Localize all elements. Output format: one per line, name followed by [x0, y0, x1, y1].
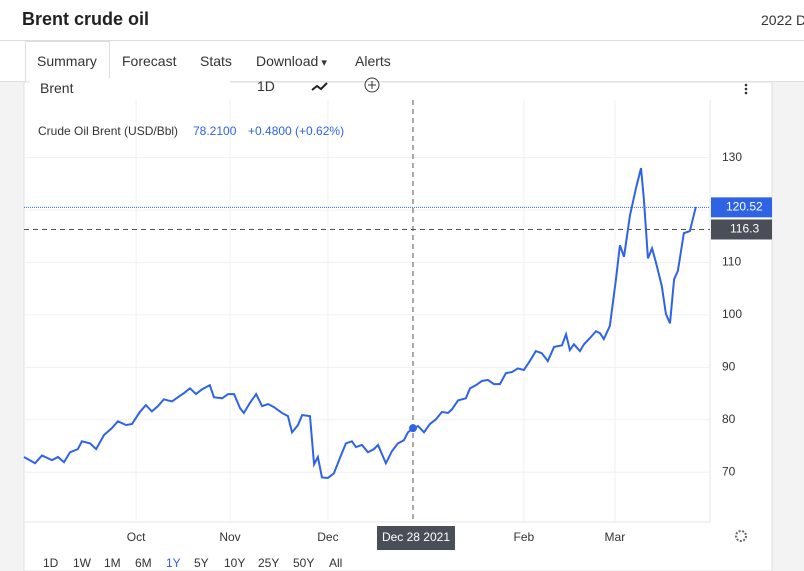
menu-dot — [744, 91, 748, 95]
x-tick-label: Feb — [514, 530, 535, 544]
date-text: 2022 D — [761, 12, 804, 28]
range-button[interactable]: 1Y — [166, 556, 181, 570]
y-tick-label: 110 — [722, 255, 741, 269]
legend-price: 78.2100 — [193, 124, 237, 138]
symbol-input[interactable] — [30, 78, 230, 98]
menu-dot[interactable] — [744, 83, 748, 87]
range-button[interactable]: 50Y — [293, 556, 315, 570]
range-button[interactable]: 1D — [43, 556, 59, 570]
legend-name: Crude Oil Brent (USD/Bbl) — [38, 124, 178, 138]
chart-type-icon[interactable] — [311, 82, 328, 91]
y-tick-label: 130 — [722, 150, 742, 164]
y-tick-label: 70 — [722, 464, 736, 478]
y-tick-label: 90 — [722, 360, 736, 374]
x-tick-label: Mar — [605, 530, 626, 544]
x-tick-label: Dec — [317, 530, 338, 544]
tab[interactable]: Summary — [37, 53, 97, 69]
top-bar: Brent crude oil 2022 D — [0, 0, 804, 41]
last-price-label: 120.52 — [726, 200, 763, 214]
range-button[interactable]: 10Y — [224, 556, 246, 570]
active-tab-box — [25, 41, 110, 83]
menu-dot — [744, 87, 748, 91]
x-tick-label: Nov — [219, 530, 240, 544]
tab[interactable]: Forecast — [122, 53, 177, 69]
page-title: Brent crude oil — [22, 9, 150, 29]
add-indicator-plus — [368, 81, 376, 89]
y-tick-label: 80 — [722, 412, 736, 426]
last-price-box — [711, 197, 772, 218]
range-button[interactable]: All — [329, 556, 343, 570]
crosshair-x-label: Dec 28 2021 — [382, 530, 450, 544]
chart-panel — [23, 81, 773, 571]
tab[interactable]: Alerts — [355, 53, 391, 69]
crosshair-y-label: 116.3 — [730, 222, 759, 236]
range-button[interactable]: 6M — [135, 556, 152, 570]
crosshair-x-box — [376, 526, 455, 550]
x-tick-label: Oct — [127, 530, 146, 544]
crosshair-y-box — [711, 219, 772, 240]
range-button[interactable]: 5Y — [194, 556, 209, 570]
symbol-text: Brent — [40, 80, 74, 96]
range-button[interactable]: 1W — [73, 556, 91, 570]
range-button[interactable]: 1M — [104, 556, 121, 570]
price-line — [23, 167, 697, 479]
dropdown-caret: ▾ — [318, 57, 327, 69]
crosshair-dot — [408, 424, 417, 433]
interval-text[interactable]: 1D — [257, 78, 275, 94]
tab[interactable]: Download ▾ — [256, 53, 327, 69]
tab[interactable]: Stats — [200, 53, 232, 69]
settings-icon[interactable] — [735, 530, 747, 542]
add-indicator-icon[interactable] — [364, 77, 380, 93]
range-button[interactable]: 25Y — [258, 556, 280, 570]
legend-change: +0.4800 (+0.62%) — [248, 124, 344, 138]
y-tick-label: 100 — [722, 307, 742, 321]
